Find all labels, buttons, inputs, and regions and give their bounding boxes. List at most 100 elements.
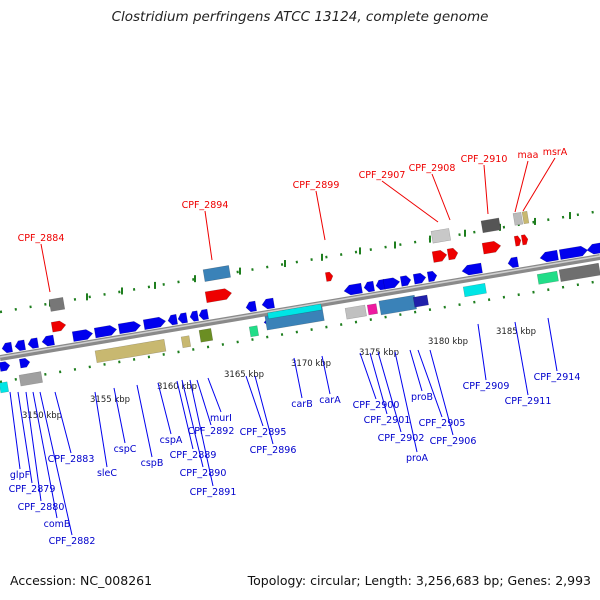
gene-shape xyxy=(539,249,559,263)
gene-shape xyxy=(93,325,118,339)
bottom-leader-line xyxy=(9,391,21,470)
forward-gene-18 xyxy=(399,275,412,287)
gene-shape xyxy=(481,241,502,255)
gene-shape xyxy=(412,294,429,308)
bottom-leader-line xyxy=(417,349,443,418)
dotted-guides xyxy=(0,209,600,384)
bottom-leader-line xyxy=(94,391,108,468)
gene-labels: CPF_2884 CPF_2894 CPF_2899 CPF_2907CPF_2908… xyxy=(9,147,581,547)
gene-shape xyxy=(18,357,31,369)
gene-shape xyxy=(536,270,559,285)
forward-gene-15 xyxy=(363,280,375,293)
bottom-leader-line xyxy=(369,352,388,415)
bottom-leader-line xyxy=(39,391,73,536)
gene-shape xyxy=(167,314,178,326)
bottom-leader-line xyxy=(321,355,331,395)
bottom-leader-line xyxy=(32,391,58,519)
forward-gene-6 xyxy=(117,321,142,335)
gene-shape xyxy=(558,262,600,282)
forward-gene-5 xyxy=(93,325,118,339)
bottom-leader-line xyxy=(207,377,222,413)
gene-shape xyxy=(204,288,233,304)
bottom-leader-line xyxy=(429,349,454,436)
bottom-gene-label: CPF_2902 xyxy=(378,433,425,444)
bottom-gene-label: carA xyxy=(319,395,341,406)
top-leader-line xyxy=(483,164,489,215)
top-leader-line xyxy=(381,180,439,223)
scale-label: 3185 kbp xyxy=(496,327,536,337)
gene-shape xyxy=(586,242,600,255)
bottom-leader-line xyxy=(17,391,33,484)
top-gene-label: maa xyxy=(518,150,539,161)
top-gene-label: CPF_2908 xyxy=(409,163,456,174)
bottom-gene-label: cspC xyxy=(114,444,137,455)
gray-gene-top xyxy=(48,297,66,312)
khaki-gene-2 xyxy=(180,335,192,349)
forward-gene-8 xyxy=(167,314,178,326)
red-gene-8 xyxy=(520,234,529,246)
green-gene-2 xyxy=(248,325,260,338)
gene-shape xyxy=(245,300,257,313)
bottom-gene-label: murI xyxy=(210,413,232,424)
top-gene-label: CPF_2894 xyxy=(182,200,229,211)
gene-shape xyxy=(248,325,260,338)
bottom-leader-line xyxy=(25,391,42,502)
gene-shape xyxy=(71,329,94,342)
bottom-gene-label: proA xyxy=(406,453,429,464)
bottom-gene-label: carB xyxy=(291,399,312,410)
scale-label: 3165 kbp xyxy=(224,370,264,380)
top-gene-label: CPF_2884 xyxy=(18,233,65,244)
gene-shape xyxy=(412,272,427,285)
cyan-gene-3 xyxy=(0,381,10,394)
red-gene-4 xyxy=(431,250,448,263)
gray-gene-2 xyxy=(18,371,43,387)
bottom-leader-line xyxy=(196,379,212,426)
bottom-gene-label: CPF_2911 xyxy=(505,396,552,407)
forward-gene-19 xyxy=(412,272,427,285)
bottom-gene-label: glpF xyxy=(10,470,30,481)
forward-gene-4 xyxy=(71,329,94,342)
bottom-gene-label: CPF_2909 xyxy=(463,381,510,392)
top-gene-label: CPF_2910 xyxy=(461,154,508,165)
top-leader-line xyxy=(204,210,213,261)
scale-label: 3180 kbp xyxy=(428,337,468,347)
top-leader-line xyxy=(522,157,556,212)
gene-shape xyxy=(363,280,375,293)
scale-label: 3170 kbp xyxy=(291,359,331,369)
bottom-leader-line xyxy=(136,384,153,458)
top-gene-label: CPF_2899 xyxy=(293,180,340,191)
scale-label: 3150 kbp xyxy=(22,411,62,421)
reverse-gene-1 xyxy=(18,357,31,369)
scale-label: 3175 kbp xyxy=(359,348,399,358)
gene-shape xyxy=(430,228,452,244)
gene-shape xyxy=(267,303,323,320)
bottom-leader-line xyxy=(181,379,204,468)
navy-gene xyxy=(412,294,429,308)
gene-shape xyxy=(180,335,192,349)
top-leader-line xyxy=(40,243,51,293)
red-gene-6 xyxy=(481,241,502,255)
backbone xyxy=(0,254,600,361)
bottom-leader-line xyxy=(359,352,377,400)
gene-shape xyxy=(507,256,519,269)
bottom-leader-line xyxy=(293,357,303,399)
gene-shape xyxy=(324,271,334,282)
gene-shape xyxy=(0,381,10,394)
gene-shape xyxy=(202,265,231,282)
gene-shape xyxy=(94,339,167,364)
reverse-gene-0 xyxy=(0,361,11,372)
bottom-gene-label: CPF_2882 xyxy=(49,536,96,547)
gene-shape xyxy=(198,328,214,343)
scale-label: 3160 kbp xyxy=(157,382,197,392)
gene-shape xyxy=(27,337,39,349)
gene-shape xyxy=(41,334,55,347)
map-title: Clostridium perfringens ATCC 13124, comp… xyxy=(111,9,489,25)
gene-shape xyxy=(461,262,483,276)
forward-gene-17 xyxy=(382,277,401,290)
khaki-gene-top xyxy=(521,210,530,225)
forward-gene-11 xyxy=(198,308,209,321)
gene-shape xyxy=(426,270,438,283)
top-leader-line xyxy=(514,160,529,213)
bottom-gene-label: proB xyxy=(411,392,433,403)
bottom-leader-line xyxy=(547,317,558,372)
